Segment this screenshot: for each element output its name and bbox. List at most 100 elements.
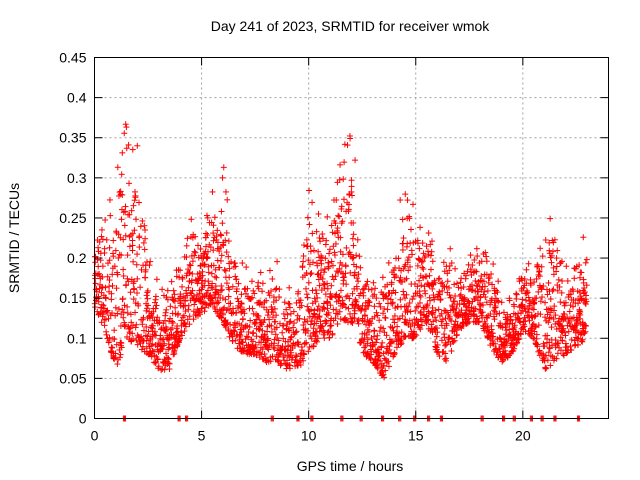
data-point [416, 292, 423, 299]
data-point [436, 288, 443, 295]
data-point [92, 280, 99, 287]
data-point [400, 288, 407, 295]
data-point [432, 314, 439, 321]
data-point [137, 284, 144, 291]
data-point [179, 275, 186, 282]
data-point [575, 300, 582, 307]
data-point [105, 315, 112, 322]
x-tick-label: 15 [408, 428, 424, 444]
data-point [222, 296, 229, 303]
data-point [107, 212, 114, 219]
data-point [135, 199, 142, 206]
data-point [355, 278, 362, 285]
data-point [136, 244, 143, 251]
data-point [131, 286, 138, 293]
data-point [423, 304, 430, 311]
data-point [274, 258, 281, 265]
data-point [220, 242, 227, 249]
data-point [150, 308, 157, 315]
data-point [563, 344, 570, 351]
data-point [268, 288, 275, 295]
data-point [160, 292, 167, 299]
data-point [329, 273, 336, 280]
data-point [537, 245, 544, 252]
data-point [143, 305, 150, 312]
data-point [304, 294, 311, 301]
data-point [309, 230, 316, 237]
data-point [311, 307, 318, 314]
data-point [476, 306, 483, 313]
data-point [349, 319, 356, 326]
data-point [185, 302, 192, 309]
data-point [272, 318, 279, 325]
data-point [257, 319, 264, 326]
data-point [382, 367, 389, 374]
data-point [231, 260, 238, 267]
data-point [251, 290, 258, 297]
data-point [185, 284, 192, 291]
data-point [271, 336, 278, 343]
data-point [280, 310, 287, 317]
data-point [288, 349, 295, 356]
data-point [439, 279, 446, 286]
data-point [536, 273, 543, 280]
data-point [413, 332, 420, 339]
data-point [383, 332, 390, 339]
data-point [354, 275, 361, 282]
data-point [332, 240, 339, 247]
data-point [164, 287, 171, 294]
data-point [352, 157, 359, 164]
data-point [205, 248, 212, 255]
data-point [238, 328, 245, 335]
data-point [163, 294, 170, 301]
data-point [133, 337, 140, 344]
data-point [124, 252, 131, 259]
data-point [484, 287, 491, 294]
x-tick-label: 10 [301, 428, 317, 444]
data-point [404, 259, 411, 266]
data-point [426, 272, 433, 279]
data-point [315, 248, 322, 255]
data-point [155, 363, 162, 370]
data-point [184, 316, 191, 323]
data-point [279, 329, 286, 336]
data-point [171, 298, 178, 305]
data-point [542, 236, 549, 243]
data-point [109, 282, 116, 289]
data-point [341, 274, 348, 281]
data-point [442, 342, 449, 349]
data-point [192, 249, 199, 256]
data-point [232, 263, 239, 270]
data-point [288, 333, 295, 340]
data-point [104, 307, 111, 314]
data-point [225, 326, 232, 333]
data-point [286, 304, 293, 311]
data-point [324, 305, 331, 312]
data-point [286, 284, 293, 291]
data-point [346, 132, 353, 139]
data-point [562, 340, 569, 347]
data-point [324, 213, 331, 220]
data-point [163, 326, 170, 333]
data-point [417, 293, 424, 300]
data-point [189, 258, 196, 265]
data-point [351, 305, 358, 312]
x-tick-label: 0 [91, 428, 99, 444]
data-point [328, 258, 335, 265]
data-point [274, 335, 281, 342]
data-point [192, 233, 199, 240]
data-point [379, 274, 386, 281]
data-point [412, 307, 419, 314]
data-point [251, 321, 258, 328]
data-point [415, 303, 422, 310]
data-point [218, 252, 225, 259]
data-point [564, 277, 571, 284]
data-point [444, 278, 451, 285]
data-point [147, 258, 154, 265]
data-point [434, 329, 441, 336]
data-point [483, 258, 490, 265]
data-point [129, 242, 136, 249]
data-point [399, 312, 406, 319]
data-point [434, 341, 441, 348]
data-point [194, 242, 201, 249]
